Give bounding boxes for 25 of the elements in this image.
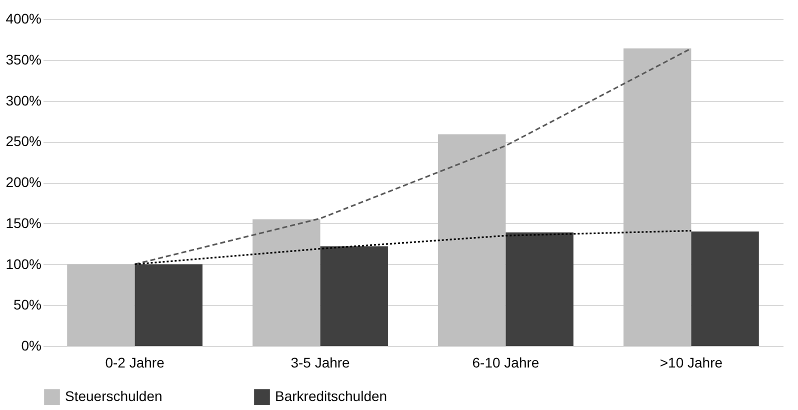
y-tick-label: 200%	[6, 174, 42, 190]
y-tick-label: 400%	[6, 10, 42, 26]
line-series	[134, 230, 692, 266]
bar	[691, 232, 759, 346]
legend-label: Steuerschulden	[65, 388, 162, 404]
line-series	[134, 48, 692, 266]
legend-label: Barkreditschulden	[275, 388, 388, 404]
x-tick-label: 6-10 Jahre	[472, 354, 540, 370]
y-tick-label: 0%	[21, 338, 42, 354]
bar	[67, 264, 135, 346]
bar	[320, 246, 388, 346]
y-tick-label: 300%	[6, 92, 42, 108]
y-tick-label: 350%	[6, 51, 42, 68]
y-tick-label: 250%	[6, 133, 42, 150]
x-tick-label: >10 Jahre	[660, 354, 723, 370]
bar	[506, 232, 574, 346]
y-tick-label: 150%	[6, 214, 42, 231]
y-tick-label: 50%	[13, 296, 42, 313]
x-tick-label: 0-2 Jahre	[105, 354, 165, 370]
bar	[134, 264, 202, 346]
bar	[252, 219, 320, 346]
bar	[624, 48, 692, 346]
y-tick-label: 100%	[6, 256, 42, 272]
bar	[438, 134, 506, 346]
x-tick-label: 3-5 Jahre	[290, 354, 350, 370]
